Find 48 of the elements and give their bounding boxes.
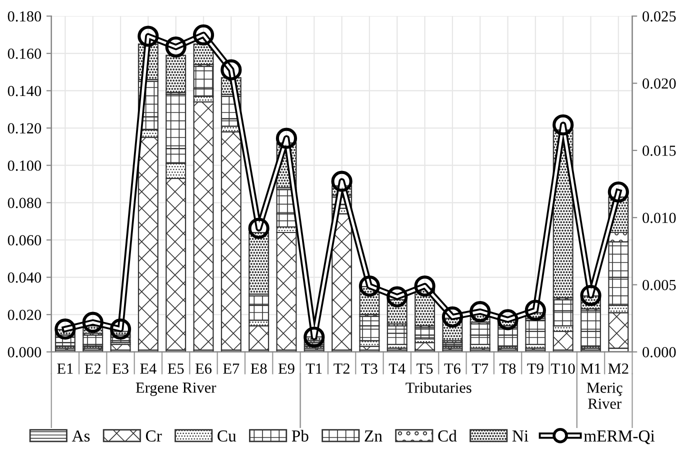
legend-label: Pb (292, 430, 308, 442)
x-tick-label: T9 (527, 363, 544, 374)
legend-label: Zn (364, 430, 382, 442)
y-tick-label: 0.080 (8, 198, 42, 208)
legend-label: Cd (438, 430, 457, 442)
x-tick-label: T10 (551, 363, 575, 374)
x-tick-label: E4 (140, 364, 156, 374)
y2-tick-label: 0.020 (642, 78, 676, 89)
x-tick-label: M1 (580, 364, 600, 374)
x-tick-label: E3 (112, 363, 128, 374)
text: Meriç River (586, 382, 622, 409)
x-tick-label: E7 (223, 364, 240, 374)
x-tick-label: T6 (444, 363, 460, 374)
y2-tick-label: 0.000 (642, 347, 676, 358)
y-tick-label: 0.120 (8, 123, 42, 134)
y2-tick-label: 0.015 (642, 146, 676, 156)
legend-label: Cr (146, 430, 162, 442)
x-tick-label: T4 (388, 364, 406, 374)
x-tick-label: E2 (84, 363, 101, 374)
x-tick-label: T2 (334, 363, 350, 374)
x-tick-label: E5 (168, 364, 184, 374)
y-tick-label: 0.000 (8, 347, 42, 358)
x-tick-label: T7 (472, 364, 488, 374)
y2-tick-label: 0.010 (642, 212, 676, 224)
x-tick-label: M2 (608, 363, 628, 374)
x-tick-label: E8 (250, 363, 267, 374)
x-tick-label: T5 (416, 364, 433, 374)
text: Tributaries (406, 382, 472, 393)
y2-tick-label: 0.005 (642, 280, 676, 290)
legend-label: As (72, 430, 90, 442)
y-tick-label: 0.100 (8, 160, 42, 171)
x-tick-label: T8 (500, 363, 516, 374)
legend-label: Ni (512, 430, 528, 442)
legend-label: mERM-Qi (584, 430, 655, 444)
x-tick-label: E1 (57, 364, 73, 374)
y-tick-label: 0.040 (8, 272, 42, 283)
x-tick-label: T3 (361, 363, 378, 374)
y2-tick-label: 0.025 (642, 11, 676, 22)
y-tick-label: 0.160 (8, 48, 42, 59)
y-tick-label: 0.020 (8, 310, 42, 320)
x-tick-label: T1 (306, 364, 322, 374)
legend-label: Cu (218, 430, 236, 442)
y-tick-label: 0.140 (8, 86, 42, 96)
x-tick-label: E9 (278, 363, 294, 374)
y-tick-label: 0.060 (8, 235, 42, 246)
y-tick-label: 0.180 (8, 11, 42, 22)
x-tick-label: E6 (195, 363, 212, 374)
text: Ergene River (136, 382, 216, 396)
